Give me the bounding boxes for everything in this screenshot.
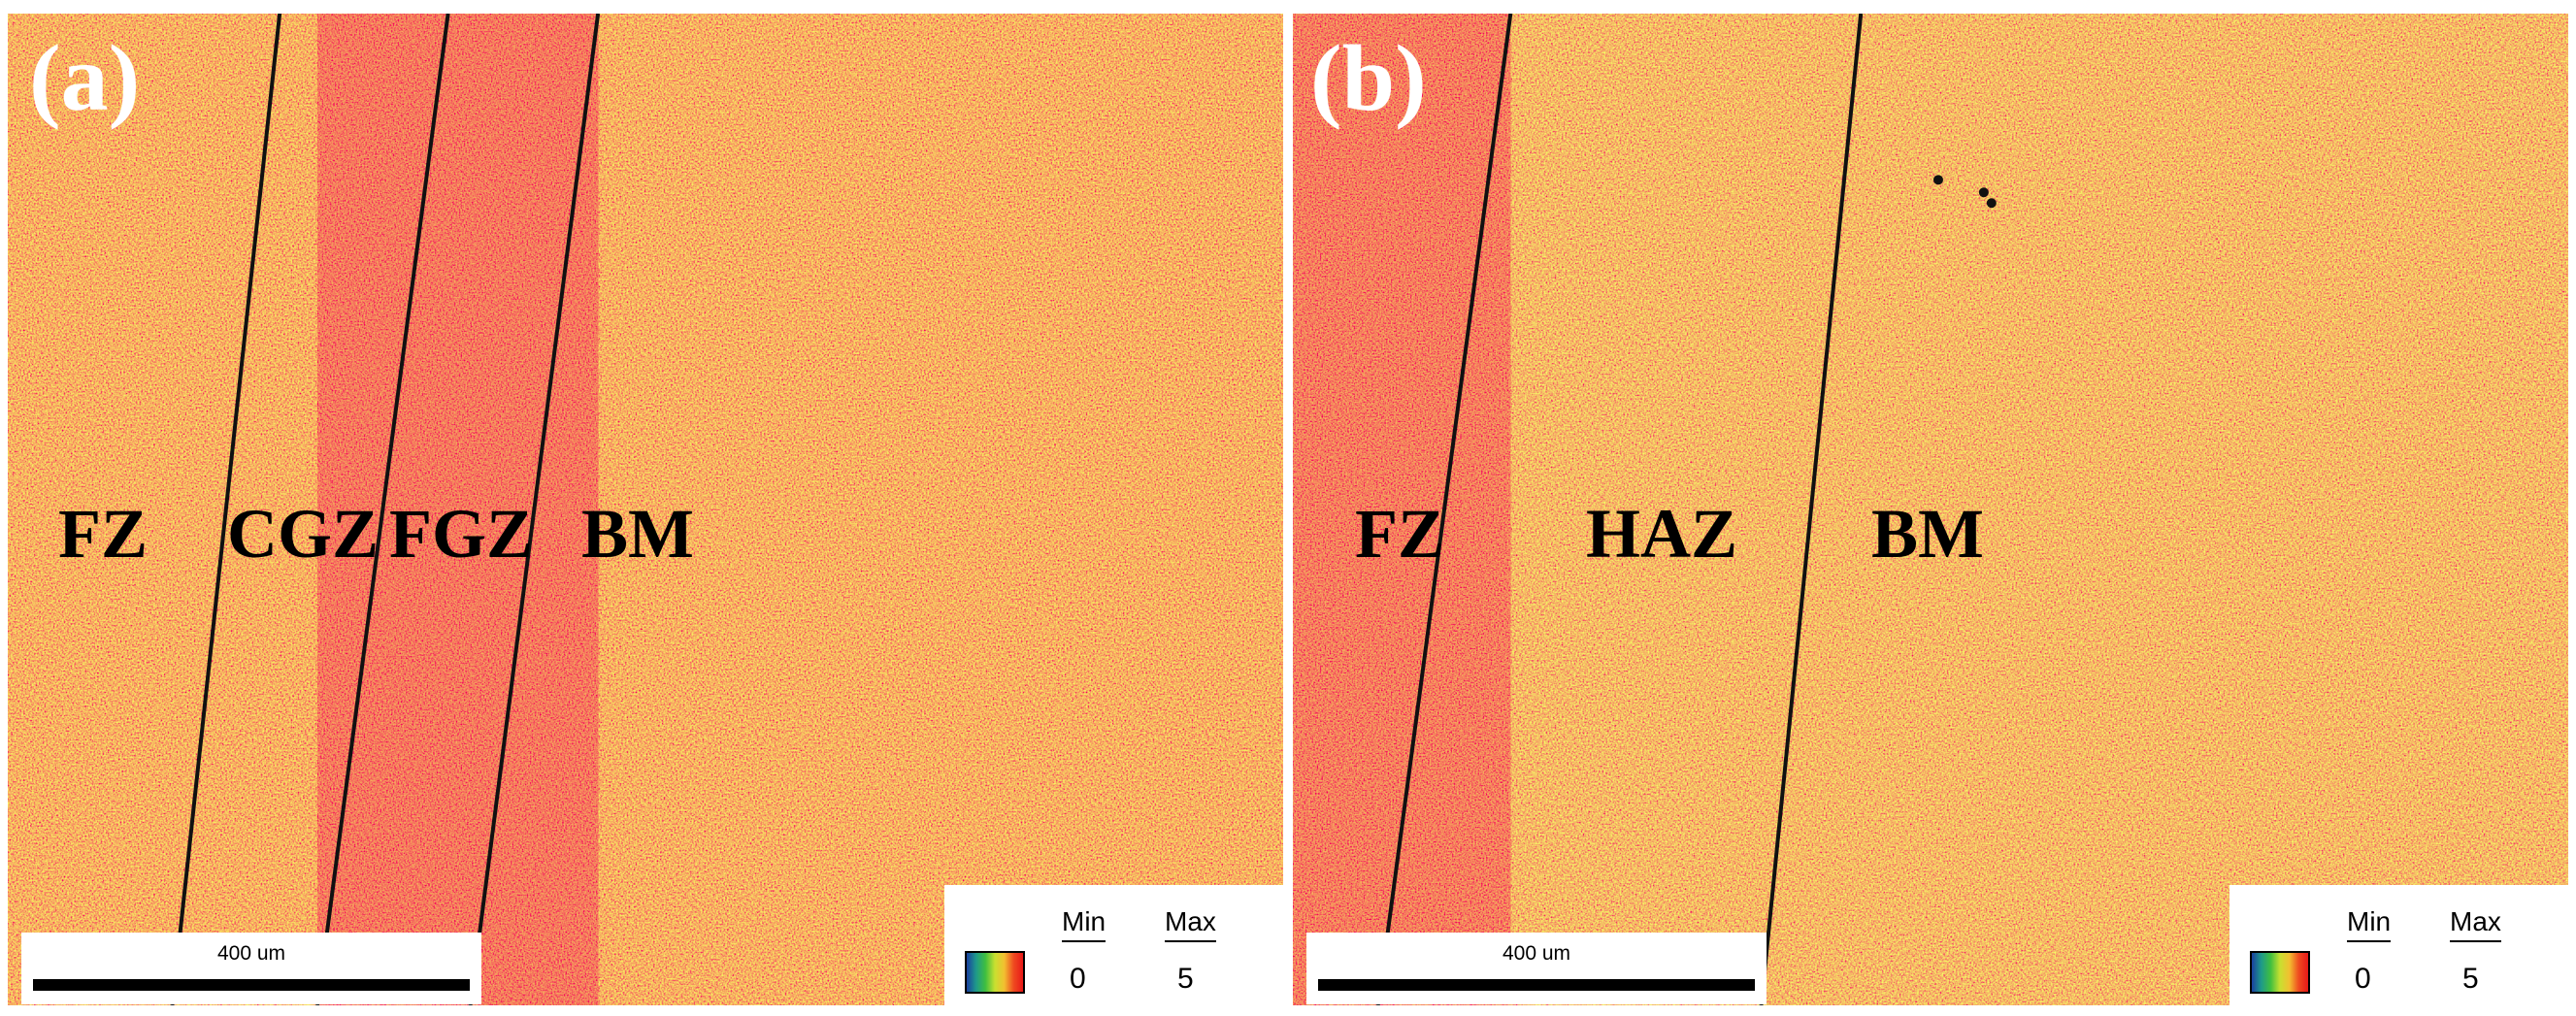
fz-region-b: [1293, 14, 1511, 1005]
legend-max-value-a: 5: [1177, 963, 1194, 995]
panel-b: (b) FZ HAZ BM 400 um Min Max 0 5: [1291, 12, 2570, 1007]
legend-min-value-a: 0: [1070, 963, 1086, 995]
dark-spot: [1978, 187, 1989, 198]
zone-label-bm-b: BM: [1871, 495, 1984, 573]
zone-label-fz-b: FZ: [1354, 495, 1445, 573]
boundary-line-3: [468, 14, 601, 1005]
legend-max-value-b: 5: [2462, 963, 2479, 995]
panel-a: (a) FZ CGZ FGZ BM 400 um Min Max 0 5: [6, 12, 1285, 1007]
fgz-band: [317, 14, 599, 1005]
legend-min-label-b: Min: [2347, 906, 2392, 942]
zone-label-fz: FZ: [57, 495, 149, 573]
scale-bar-b: 400 um: [1306, 933, 1767, 1004]
scale-bar-label-a: 400 um: [216, 942, 286, 965]
zone-label-haz: HAZ: [1585, 495, 1738, 573]
dark-spot: [1932, 175, 1943, 185]
legend-min-value-b: 0: [2355, 963, 2371, 995]
scale-bar-line-a: [33, 979, 470, 991]
scale-bar-line-b: [1318, 979, 1755, 991]
kam-map-b: [1293, 14, 2568, 1005]
legend-min-label-a: Min: [1062, 906, 1106, 942]
color-gradient-a: [965, 951, 1025, 994]
boundary-line-1: [170, 14, 282, 1005]
map-texture-a: [8, 14, 1283, 1005]
color-gradient-b: [2250, 951, 2310, 994]
map-texture-b: [1293, 14, 2568, 1005]
legend-max-label-a: Max: [1165, 906, 1216, 942]
panel-label-b: (b): [1310, 26, 1427, 131]
scale-bar-label-b: 400 um: [1502, 942, 1571, 965]
legend-max-label-b: Max: [2450, 906, 2501, 942]
zone-label-fgz: FGZ: [388, 495, 534, 573]
kam-map-a: [8, 14, 1283, 1005]
panel-label-a: (a): [29, 26, 141, 131]
boundary-line-4: [1375, 14, 1513, 1005]
zone-label-cgz: CGZ: [226, 495, 380, 573]
boundary-line-5: [1759, 14, 1864, 1005]
dark-spot: [1986, 198, 1997, 209]
scale-bar-a: 400 um: [21, 933, 481, 1004]
color-legend-b: Min Max 0 5: [2229, 885, 2568, 1005]
color-legend-a: Min Max 0 5: [944, 885, 1283, 1005]
boundary-line-2: [315, 14, 450, 1005]
zone-label-bm: BM: [581, 495, 694, 573]
